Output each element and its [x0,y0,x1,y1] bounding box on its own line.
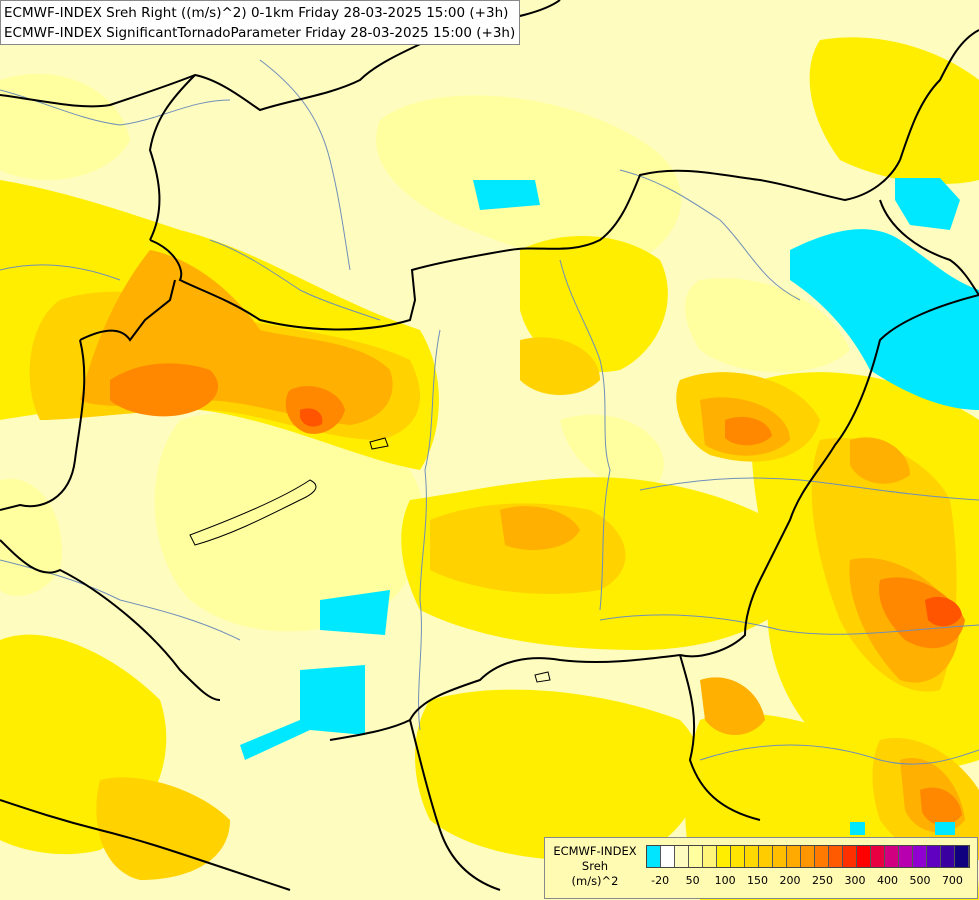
cyan-zone [473,180,540,210]
lake-balaton [189,479,317,546]
amber-zone [700,677,765,735]
legend-swatch [773,846,787,867]
border [149,159,901,331]
legend-tick-label: 50 [685,874,700,887]
legend-title: ECMWF-INDEX Sreh (m/s)^2 [545,844,645,889]
legend-swatch [787,846,801,867]
legend-swatch [759,846,773,867]
legend-swatch [703,846,717,867]
border [899,29,979,161]
pale-zone [154,413,425,632]
legend-title-line-2: Sreh [581,859,609,873]
cyan-zone [320,590,390,635]
cyan-zone [895,178,960,230]
legend-tick-labels: -20 50 100 150 200 250 300 400 500 700 [646,874,976,890]
pale-zone [0,73,130,180]
legend-tick-label: 500 [909,874,931,887]
pale-zone [0,478,62,596]
legend-swatch [745,846,759,867]
gold-zone [520,337,600,395]
legend-swatch [885,846,899,867]
legend-tick-label: 100 [714,874,736,887]
cyan-zone [850,822,865,835]
legend-swatch [675,846,689,867]
border [329,654,681,741]
river [599,614,979,635]
border [0,799,291,891]
legend-title-line-1: ECMWF-INDEX [553,844,637,858]
border [679,654,761,821]
border [879,199,979,296]
legend-tick-label: 700 [941,874,963,887]
map-title-line-2: ECMWF-INDEX SignificantTornadoParameter … [4,25,516,41]
legend-swatch [815,846,829,867]
yellow-zone [520,236,668,372]
legend-swatch [731,846,745,867]
map-title-box: ECMWF-INDEX Sreh Right ((m/s)^2) 0-1km F… [0,0,521,45]
legend-tick-label: 250 [812,874,834,887]
pale-zone [685,278,850,373]
border [679,294,979,658]
color-legend: ECMWF-INDEX Sreh (m/s)^2 -20 50 100 150 200 2… [544,837,978,899]
legend-swatch [801,846,815,867]
border [148,74,196,241]
lake [369,437,389,450]
lakes-layer [189,437,551,683]
deep-orange-zone [300,408,323,427]
legend-tick-label: 200 [779,874,801,887]
river [639,477,979,501]
field-layer [0,37,979,900]
legend-tick-label: -20 [651,874,670,887]
border [0,539,221,701]
legend-swatch [829,846,843,867]
legend-swatch [955,846,969,867]
gold-zone [96,777,230,880]
border [0,339,86,511]
legend-tick-label: 300 [844,874,866,887]
yellow-zone [415,689,702,860]
legend-swatch [941,846,955,867]
orange-zone [725,416,772,446]
legend-swatch [871,846,885,867]
legend-swatch [927,846,941,867]
border [79,279,176,342]
legend-swatch [661,846,675,867]
river [699,744,979,765]
legend-tick-label: 150 [747,874,769,887]
legend-swatch [899,846,913,867]
river [559,259,611,611]
legend-swatch [647,846,661,867]
cyan-zone [935,822,955,835]
orange-zone [879,577,965,649]
amber-zone [850,437,910,484]
legend-swatch [913,846,927,867]
legend-swatch [717,846,731,867]
deep-orange-zone [925,596,962,627]
legend-swatch [689,846,703,867]
legend-color-bar [646,845,970,868]
rivers-layer [0,59,979,765]
legend-swatch [857,846,871,867]
lake [534,671,551,683]
legend-tick-label: 400 [876,874,898,887]
river [209,239,381,321]
cyan-zone [790,229,979,410]
yellow-zone [809,37,979,184]
river [0,264,121,281]
orange-zone [110,363,219,417]
river [418,329,441,731]
river [259,59,351,271]
legend-title-line-3: (m/s)^2 [571,874,619,888]
pale-zone [560,414,664,487]
legend-swatch [843,846,857,867]
border [409,719,501,891]
map-title-line-1: ECMWF-INDEX Sreh Right ((m/s)^2) 0-1km F… [4,5,509,21]
river [619,169,801,301]
orange-zone [920,787,962,826]
cyan-zone [240,665,365,760]
amber-zone [500,506,580,550]
